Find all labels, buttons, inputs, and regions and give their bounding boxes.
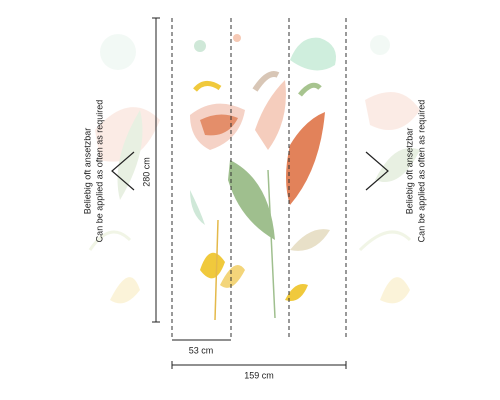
note-line2: Can be applied as often as required [416,100,426,243]
height-label: 280 cm [141,157,151,187]
panel-width-label: 53 cm [189,345,214,355]
chevron-left [111,151,135,191]
total-width-label: 159 cm [244,370,274,380]
faded-pattern-right [358,35,420,304]
floral-pattern [190,34,336,321]
chevron-right [365,151,389,191]
note-line1: Beliebig oft ansetzbar [82,128,92,215]
note-line1: Beliebig oft ansetzbar [404,128,414,215]
note-line2: Can be applied as often as required [94,100,104,243]
